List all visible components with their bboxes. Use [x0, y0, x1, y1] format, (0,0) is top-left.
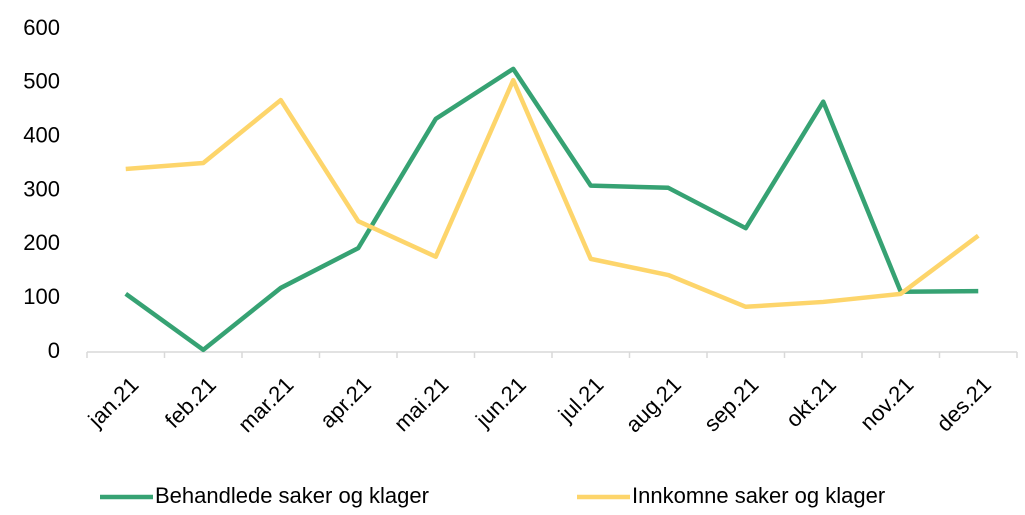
x-tick-label: sep.21: [699, 372, 763, 436]
y-tick-label: 0: [48, 338, 60, 363]
y-tick-label: 300: [23, 176, 60, 201]
y-tick-label: 600: [23, 15, 60, 40]
x-tick-label: jan.21: [83, 372, 144, 433]
y-tick-label: 100: [23, 284, 60, 309]
x-tick-label: apr.21: [315, 372, 376, 433]
x-tick-label: feb.21: [160, 372, 221, 433]
x-tick-label: aug.21: [621, 372, 686, 437]
series-line: [124, 66, 979, 353]
legend-label: Innkomne saker og klager: [632, 483, 885, 508]
y-tick-label: 400: [23, 122, 60, 147]
legend-label: Behandlede saker og klager: [155, 483, 429, 508]
x-tick-label: jun.21: [470, 372, 531, 433]
series-line: [125, 77, 980, 310]
y-tick-label: 200: [23, 230, 60, 255]
x-tick-label: nov.21: [855, 372, 918, 435]
x-tick-label: des.21: [932, 372, 996, 436]
x-tick-label: jul.21: [553, 372, 609, 428]
y-tick-label: 500: [23, 69, 60, 94]
x-tick-label: mar.21: [233, 372, 298, 437]
x-tick-label: mai.21: [389, 372, 453, 436]
x-tick-label: okt.21: [781, 372, 841, 432]
